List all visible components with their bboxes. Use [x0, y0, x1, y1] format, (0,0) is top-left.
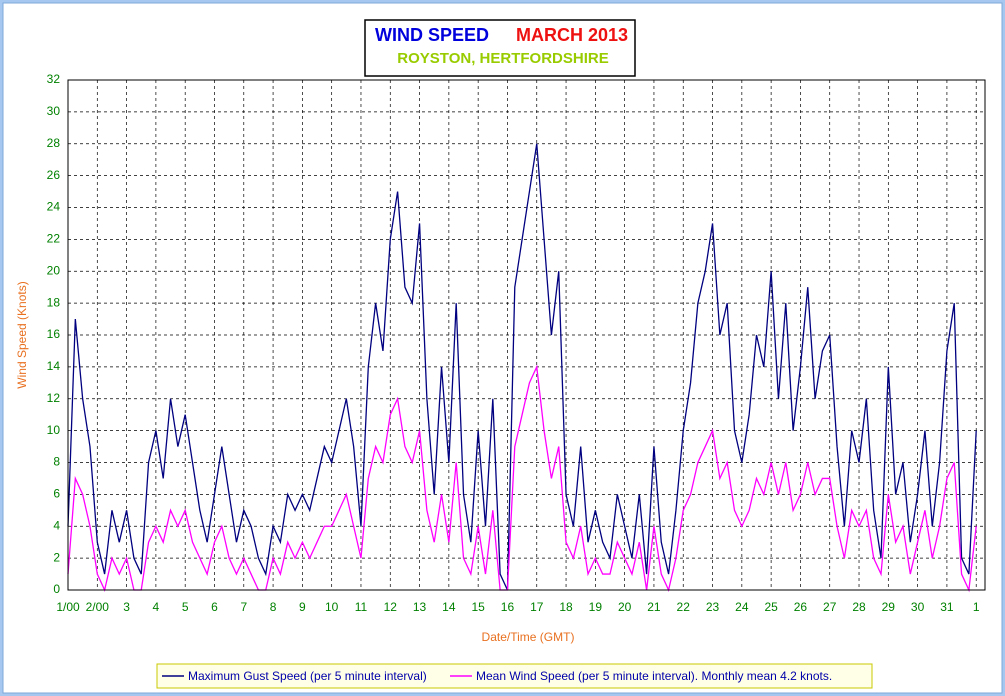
y-tick-label: 8: [53, 455, 60, 469]
x-tick-label: 6: [211, 600, 218, 614]
x-tick-label: 1/00: [56, 600, 80, 614]
chart-title-period: MARCH 2013: [516, 25, 628, 45]
y-tick-label: 6: [53, 487, 60, 501]
y-tick-label: 12: [47, 391, 61, 405]
y-tick-label: 22: [47, 232, 61, 246]
plot-border: [67, 79, 986, 591]
y-tick-label: 26: [47, 168, 61, 182]
x-tick-label: 29: [882, 600, 896, 614]
x-tick-label: 1: [973, 600, 980, 614]
x-tick-label: 5: [182, 600, 189, 614]
y-tick-label: 28: [47, 136, 61, 150]
x-tick-label: 25: [764, 600, 778, 614]
x-axis-label: Date/Time (GMT): [482, 630, 575, 644]
x-tick-label: 31: [940, 600, 954, 614]
x-tick-label: 19: [589, 600, 603, 614]
y-tick-label: 2: [53, 550, 60, 564]
x-tick-label: 21: [647, 600, 661, 614]
y-tick-label: 20: [47, 263, 61, 277]
x-tick-label: 4: [153, 600, 160, 614]
y-tick-label: 18: [47, 295, 61, 309]
legend: [156, 663, 873, 689]
x-tick-label: 8: [270, 600, 277, 614]
title-box: [364, 19, 636, 77]
x-tick-label: 10: [325, 600, 339, 614]
y-tick-label: 0: [53, 582, 60, 596]
x-tick-label: 27: [823, 600, 837, 614]
y-axis-label: Wind Speed (Knots): [15, 281, 29, 388]
x-tick-label: 24: [735, 600, 749, 614]
x-tick-label: 2/00: [86, 600, 110, 614]
x-tick-label: 30: [911, 600, 925, 614]
y-tick-label: 30: [47, 104, 61, 118]
x-tick-label: 7: [240, 600, 247, 614]
y-tick-label: 10: [47, 423, 61, 437]
legend-label: Mean Wind Speed (per 5 minute interval).…: [476, 669, 832, 683]
chart-title: WIND SPEED: [375, 25, 489, 45]
y-tick-label: 32: [47, 72, 61, 86]
chart-subtitle: ROYSTON, HERTFORDSHIRE: [397, 50, 608, 67]
x-tick-label: 28: [852, 600, 866, 614]
legend-label: Maximum Gust Speed (per 5 minute interva…: [188, 669, 427, 683]
x-tick-label: 15: [471, 600, 485, 614]
y-tick-label: 4: [53, 518, 60, 532]
x-tick-label: 3: [123, 600, 130, 614]
x-tick-label: 26: [794, 600, 808, 614]
x-tick-label: 23: [706, 600, 720, 614]
x-tick-label: 11: [355, 600, 368, 614]
x-tick-label: 16: [501, 600, 515, 614]
data-line: [67, 143, 977, 591]
y-tick-label: 14: [47, 359, 61, 373]
x-tick-label: 13: [413, 600, 427, 614]
data-line: [67, 364, 977, 593]
x-tick-label: 9: [299, 600, 306, 614]
x-tick-label: 12: [384, 600, 398, 614]
x-tick-label: 18: [559, 600, 573, 614]
x-tick-label: 22: [677, 600, 691, 614]
x-tick-label: 20: [618, 600, 632, 614]
y-tick-label: 16: [47, 327, 61, 341]
x-tick-label: 14: [442, 600, 456, 614]
x-tick-label: 17: [530, 600, 544, 614]
y-tick-label: 24: [47, 200, 61, 214]
